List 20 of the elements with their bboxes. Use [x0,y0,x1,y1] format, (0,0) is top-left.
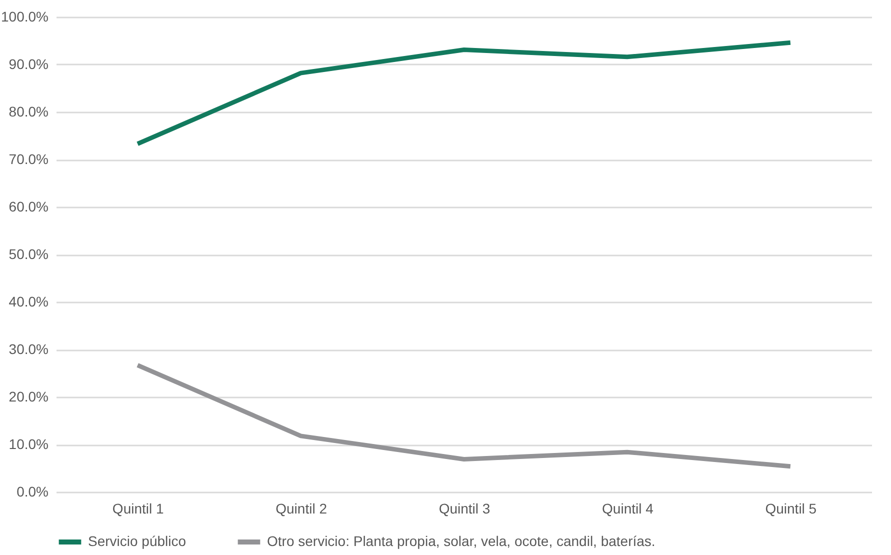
line-series [135,40,793,146]
x-tick-label: Quintil 5 [765,500,817,516]
y-tick-label: 60.0% [8,198,48,214]
x-tick-label: Quintil 3 [438,500,490,516]
y-tick-label: 30.0% [8,341,48,357]
x-tick-label: Quintil 2 [276,500,328,516]
legend-label: Servicio público [88,533,186,549]
x-tick-label: Quintil 1 [112,500,164,516]
y-tick-label: 70.0% [8,151,48,167]
legend-label: Otro servicio: Planta propia, solar, vela, ocote, candil, baterías. [267,533,656,549]
line-series [135,362,793,469]
x-tick-label: Quintil 4 [602,500,654,516]
y-tick-label: 20.0% [8,388,48,404]
y-tick-label: 50.0% [8,246,48,262]
y-tick-label: 100.0% [1,8,48,24]
y-tick-label: 0.0% [16,484,48,500]
y-tick-label: 80.0% [8,104,48,120]
y-tick-label: 10.0% [8,436,48,452]
y-tick-label: 40.0% [8,294,48,310]
y-tick-label: 90.0% [8,56,48,72]
